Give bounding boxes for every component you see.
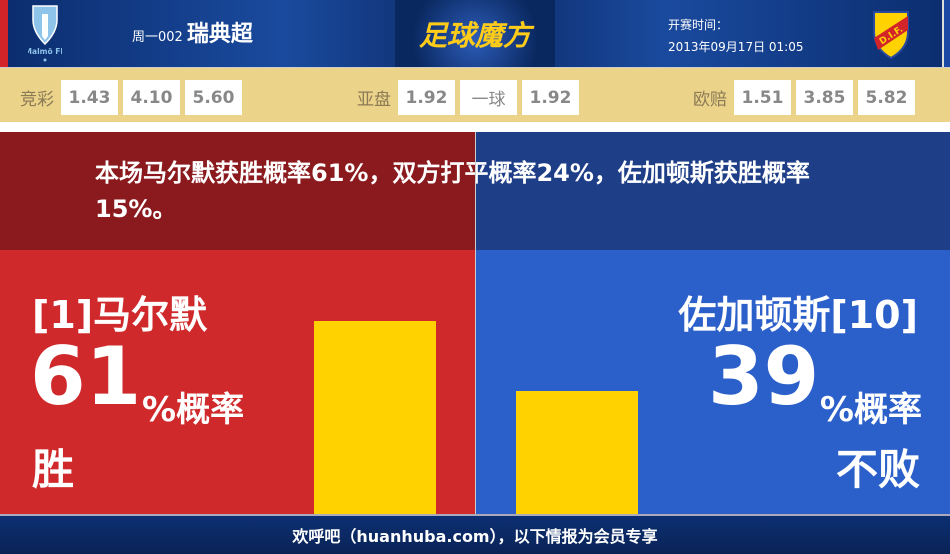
kickoff-value: 2013年09月17日 01:05 — [668, 40, 804, 54]
away-team-name: 佐加顿斯[10] — [678, 293, 918, 337]
odds-value: 一球 — [460, 80, 517, 115]
left-accent — [0, 0, 8, 67]
home-team-name: [1]马尔默 — [32, 293, 208, 337]
summary-text: 本场马尔默获胜概率61%，双方打平概率24%，佐加顿斯获胜概率15%。 — [95, 159, 810, 223]
odds-value: 3.85 — [796, 80, 853, 115]
brand-logo: 足球魔方 — [395, 0, 555, 67]
summary-left-bg — [0, 132, 475, 250]
odds-group-asian: 亚盘 1.92 一球 1.92 — [357, 80, 579, 115]
kickoff-time: 开赛时间： 2013年09月17日 01:05 — [668, 14, 803, 58]
away-team-logo: D.I.F. — [873, 11, 909, 60]
summary-right-bg — [475, 132, 950, 250]
away-outcome: 不败 — [835, 445, 920, 494]
odds-value: 5.60 — [185, 80, 242, 115]
home-team-logo: Malmö FF — [28, 5, 62, 62]
away-percent: 39 — [708, 330, 820, 423]
odds-value: 5.82 — [858, 80, 915, 115]
home-probability-bar — [314, 321, 436, 514]
home-percent-label: %概率 — [142, 390, 245, 430]
odds-value: 4.10 — [123, 80, 180, 115]
footer-banner: 欢呼吧（huanhuba.com），以下情报为会员专享 — [0, 514, 950, 554]
odds-value: 1.43 — [61, 80, 118, 115]
away-probability-bar — [516, 390, 638, 514]
match-code: 周一002 — [132, 30, 183, 45]
home-outcome: 胜 — [32, 445, 75, 494]
league-name: 瑞典超 — [186, 22, 253, 47]
odds-value: 1.92 — [398, 80, 455, 115]
divider — [475, 132, 476, 514]
odds-label: 欧赔 — [693, 90, 727, 110]
odds-group-jingcai: 竞彩 1.43 4.10 5.60 — [20, 80, 242, 115]
odds-value: 1.92 — [522, 80, 579, 115]
odds-value: 1.51 — [734, 80, 791, 115]
home-percent: 61 — [30, 330, 142, 423]
odds-group-euro: 欧赔 1.51 3.85 5.82 — [693, 80, 915, 115]
right-accent — [942, 0, 950, 67]
away-percent-label: %概率 — [819, 390, 922, 430]
odds-bar: 竞彩 1.43 4.10 5.60 亚盘 1.92 一球 1.92 欧赔 1.51 3.85 5.… — [0, 67, 950, 122]
odds-label: 竞彩 — [20, 90, 54, 110]
odds-label: 亚盘 — [357, 90, 391, 110]
home-logo-text: Malmö FF — [28, 47, 62, 56]
league-info: 周一002 瑞典超 — [132, 16, 253, 48]
kickoff-label: 开赛时间： — [668, 18, 729, 32]
